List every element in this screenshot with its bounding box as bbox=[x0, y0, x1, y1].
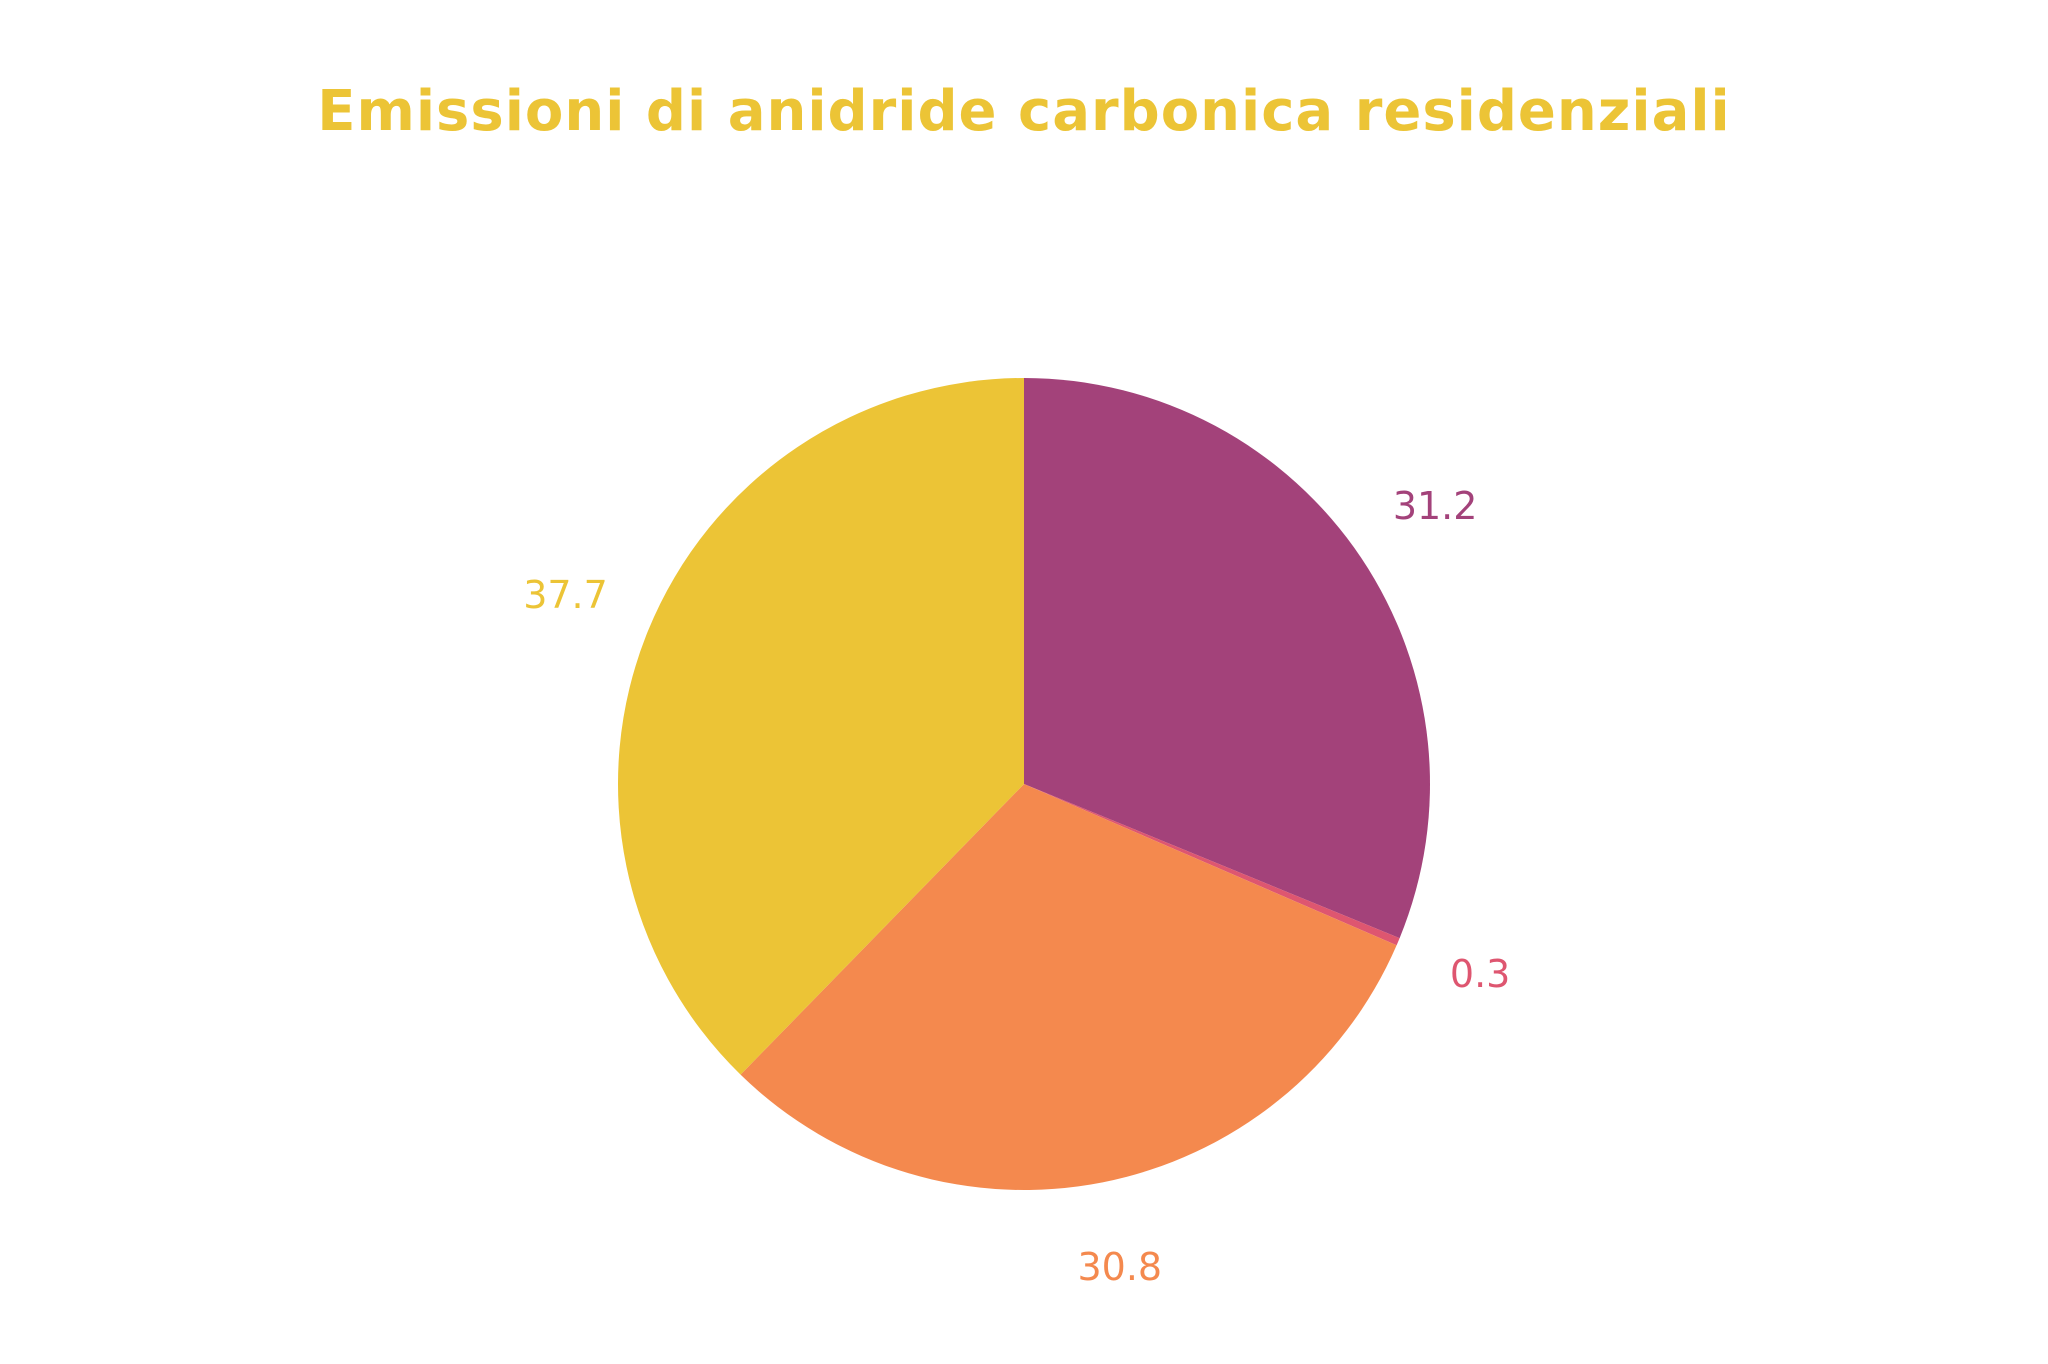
pie-slice bbox=[1024, 784, 1400, 946]
pie-slice bbox=[618, 378, 1024, 1075]
chart-title: Emissioni di anidride carbonica residenz… bbox=[317, 79, 1731, 144]
pie-slice bbox=[740, 784, 1397, 1190]
data-label: 0.3 bbox=[1450, 952, 1510, 996]
data-label: 31.2 bbox=[1393, 484, 1478, 528]
data-label: 37.7 bbox=[523, 573, 608, 617]
pie-slice bbox=[1024, 378, 1430, 939]
data-label: 30.8 bbox=[1078, 1245, 1163, 1289]
